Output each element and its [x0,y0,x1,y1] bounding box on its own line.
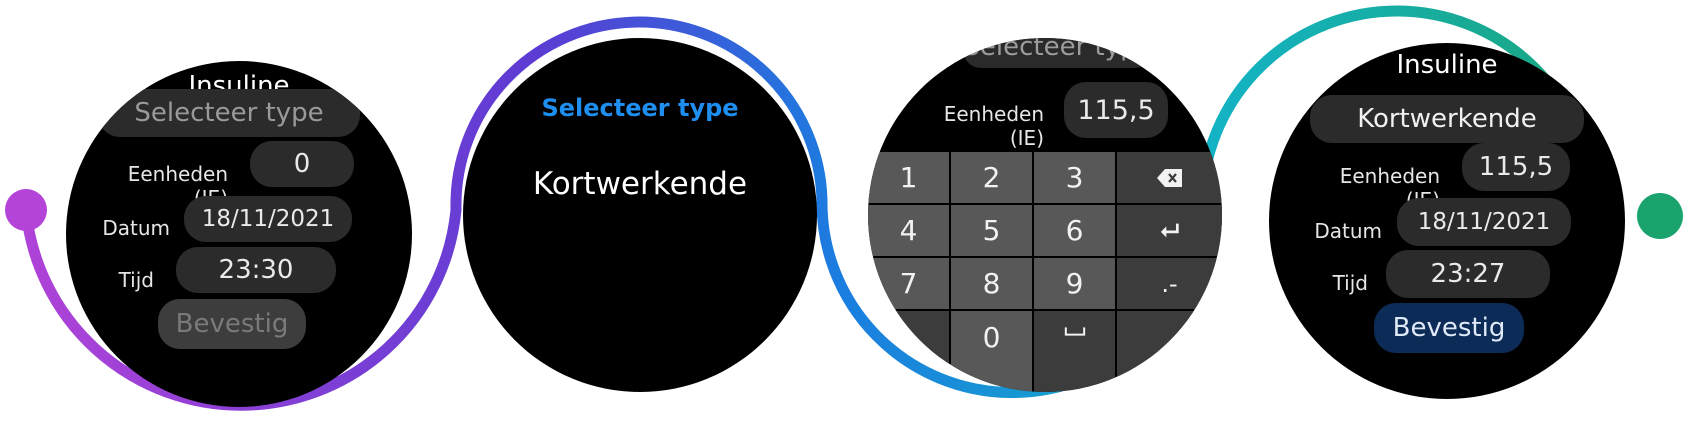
type-select-button[interactable]: Kortwerkende [1310,95,1584,143]
watch-screen-type-picker: Selecteer type Kortwerkende [463,38,817,392]
watch-screen-insulin-empty: Insuline Selecteer type Eenheden (IE) 0 … [66,61,412,407]
key-decimal[interactable]: .- [1117,258,1222,309]
units-field[interactable]: 115,5 [1462,143,1570,191]
backspace-icon [1156,168,1182,187]
units-label: Eenheden (IE) [943,102,1044,150]
flow-end-dot [1637,193,1683,239]
units-field-active[interactable]: 115,5 [1064,82,1168,138]
enter-icon [1160,223,1179,237]
key-6[interactable]: 6 [1034,205,1115,256]
key-9[interactable]: 9 [1034,258,1115,309]
screen-title: Insuline [1396,50,1498,80]
key-empty-left [868,311,949,392]
date-label: Datum [102,216,170,240]
watch-screen-keypad: Selecteer type Eenheden (IE) 115,5 1 2 3… [868,38,1222,392]
key-7[interactable]: 7 [868,258,949,309]
date-field[interactable]: 18/11/2021 [184,196,352,242]
type-select-button[interactable]: Selecteer type [98,89,360,137]
key-5[interactable]: 5 [951,205,1032,256]
key-2[interactable]: 2 [951,152,1032,203]
type-option-kortwerkende[interactable]: Kortwerkende [532,166,748,202]
type-select-partial: Selecteer type [963,38,1153,68]
key-empty-right [1117,311,1222,392]
key-backspace[interactable] [1117,152,1222,203]
time-label: Tijd [118,268,154,292]
date-label: Datum [1314,219,1382,243]
key-3[interactable]: 3 [1034,152,1115,203]
time-field[interactable]: 23:30 [176,247,336,293]
flow-start-dot [5,189,47,231]
units-field[interactable]: 0 [250,141,354,187]
confirm-button[interactable]: Bevestig [1374,303,1524,353]
time-field[interactable]: 23:27 [1386,250,1550,298]
watch-screen-insulin-filled: Insuline Kortwerkende Eenheden (IE) 115,… [1269,43,1625,399]
key-space[interactable] [1034,311,1115,392]
key-4[interactable]: 4 [868,205,949,256]
confirm-button[interactable]: Bevestig [158,299,306,349]
key-1[interactable]: 1 [868,152,949,203]
picker-heading: Selecteer type [541,94,739,122]
time-label: Tijd [1332,271,1368,295]
key-0[interactable]: 0 [951,311,1032,392]
date-field[interactable]: 18/11/2021 [1397,198,1571,246]
key-enter[interactable] [1117,205,1222,256]
key-8[interactable]: 8 [951,258,1032,309]
space-icon [1064,327,1085,336]
